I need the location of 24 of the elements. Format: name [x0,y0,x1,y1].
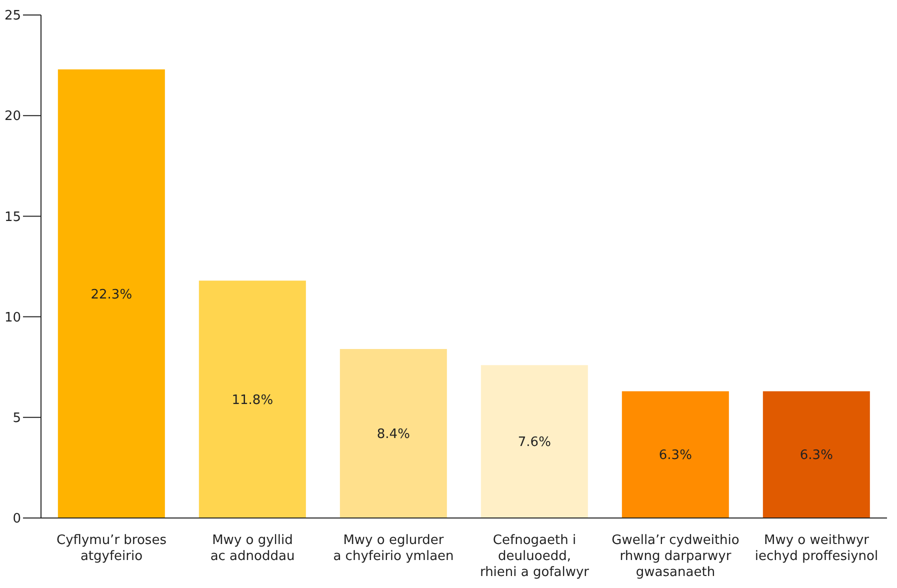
data-label: 7.6% [518,435,551,450]
data-label: 8.4% [376,427,410,442]
y-tick-label: 5 [12,411,21,426]
x-tick-label: Gwella’r cydweithio rhwng darparwyr gwasanaeth [612,533,740,580]
data-label: 11.8% [232,392,274,408]
data-label: 22.3% [90,287,132,302]
x-tick-label: Cefnogaeth i deuluoedd, rhieni a gofalwyr [480,533,590,580]
bar [198,280,306,518]
bar [480,365,588,518]
bar [622,391,729,518]
y-tick-label: 15 [4,210,21,225]
y-tick-label: 10 [4,310,21,326]
x-tick-label: Mwy o eglurder a chyfeirio ymlaen [333,533,454,564]
x-tick-label: Mwy o gyllid ac adnoddau [210,533,295,564]
data-label: 6.3% [800,448,833,464]
x-tick-label: Cyflymu’r broses atgyfeirio [56,533,167,564]
y-tick-label: 0 [12,512,21,527]
bar [58,69,165,518]
bar [762,391,870,518]
y-tick-label: 20 [4,109,21,124]
x-tick-label: Mwy o weithwyr iechyd proffesiynol [754,533,878,564]
data-label: 6.3% [658,448,692,464]
bar [340,348,447,518]
y-tick-label: 25 [4,8,21,24]
